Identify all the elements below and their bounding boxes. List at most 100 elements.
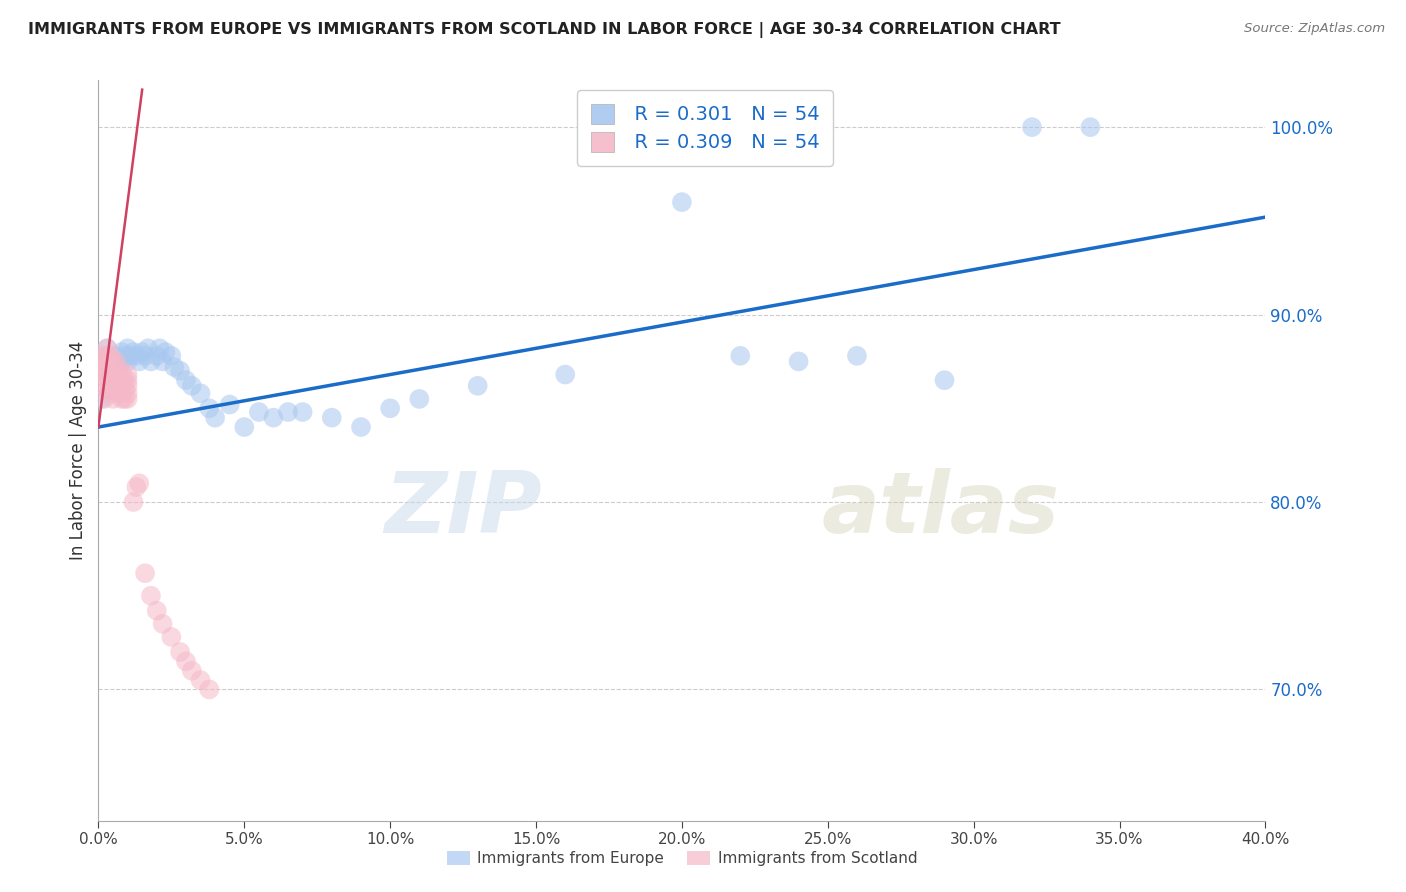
Point [139,589,162,603]
Point [120,349,142,363]
Point [787,354,810,368]
Point [111,373,134,387]
Point [114,373,136,387]
Point [169,645,191,659]
Point [467,379,489,393]
Point [104,349,127,363]
Point [117,386,139,401]
Legend: Immigrants from Europe, Immigrants from Scotland: Immigrants from Europe, Immigrants from … [440,845,924,872]
Point [104,354,127,368]
Point [180,664,202,678]
Point [96,349,118,363]
Point [96,341,118,355]
Point [554,368,576,382]
Point [93,364,115,378]
Point [125,480,148,494]
Point [125,349,148,363]
Point [98,383,121,397]
Point [96,354,118,368]
Point [98,349,121,363]
Point [730,349,752,363]
Point [198,682,221,697]
Point [96,383,118,397]
Point [101,354,124,368]
Point [114,383,136,397]
Point [180,379,202,393]
Point [146,349,169,363]
Point [98,354,121,368]
Point [174,373,197,387]
Point [101,368,124,382]
Point [291,405,314,419]
Point [247,405,270,419]
Point [136,341,159,355]
Point [204,410,226,425]
Point [169,364,191,378]
Point [146,604,169,618]
Point [108,386,131,401]
Point [101,354,124,368]
Point [152,616,174,631]
Point [98,386,121,401]
Point [117,392,139,406]
Point [96,373,118,387]
Text: IMMIGRANTS FROM EUROPE VS IMMIGRANTS FROM SCOTLAND IN LABOR FORCE | AGE 30-34 CO: IMMIGRANTS FROM EUROPE VS IMMIGRANTS FRO… [28,22,1060,38]
Point [90,364,112,378]
Point [117,341,139,355]
Point [190,673,212,687]
Point [128,354,150,368]
Point [96,364,118,378]
Point [218,398,240,412]
Point [122,495,145,509]
Point [96,341,118,355]
Point [134,349,156,363]
Text: ZIP: ZIP [384,468,541,551]
Point [408,392,430,406]
Point [198,401,221,416]
Point [321,410,343,425]
Point [160,349,183,363]
Point [139,354,162,368]
Point [111,383,134,397]
Point [117,373,139,387]
Point [134,566,156,581]
Point [111,354,134,368]
Point [122,345,145,359]
Point [101,368,124,382]
Point [108,359,131,374]
Point [117,368,139,382]
Point [111,364,134,378]
Point [101,379,124,393]
Point [262,410,284,425]
Point [277,405,299,419]
Point [174,654,197,668]
Point [1080,120,1102,135]
Text: Source: ZipAtlas.com: Source: ZipAtlas.com [1244,22,1385,36]
Point [114,349,136,363]
Point [96,354,118,368]
Point [90,354,112,368]
Point [93,379,115,393]
Point [104,364,127,378]
Point [111,345,134,359]
Point [98,379,121,393]
Point [108,379,131,393]
Point [152,354,174,368]
Point [98,368,121,382]
Point [93,392,115,406]
Point [233,420,256,434]
Point [131,345,153,359]
Point [117,379,139,393]
Point [104,383,127,397]
Point [111,392,134,406]
Point [104,373,127,387]
Point [149,341,172,355]
Point [117,354,139,368]
Point [934,373,956,387]
Point [104,364,127,378]
Point [114,392,136,406]
Point [846,349,869,363]
Text: atlas: atlas [823,468,1060,551]
Point [93,354,115,368]
Point [155,345,177,359]
